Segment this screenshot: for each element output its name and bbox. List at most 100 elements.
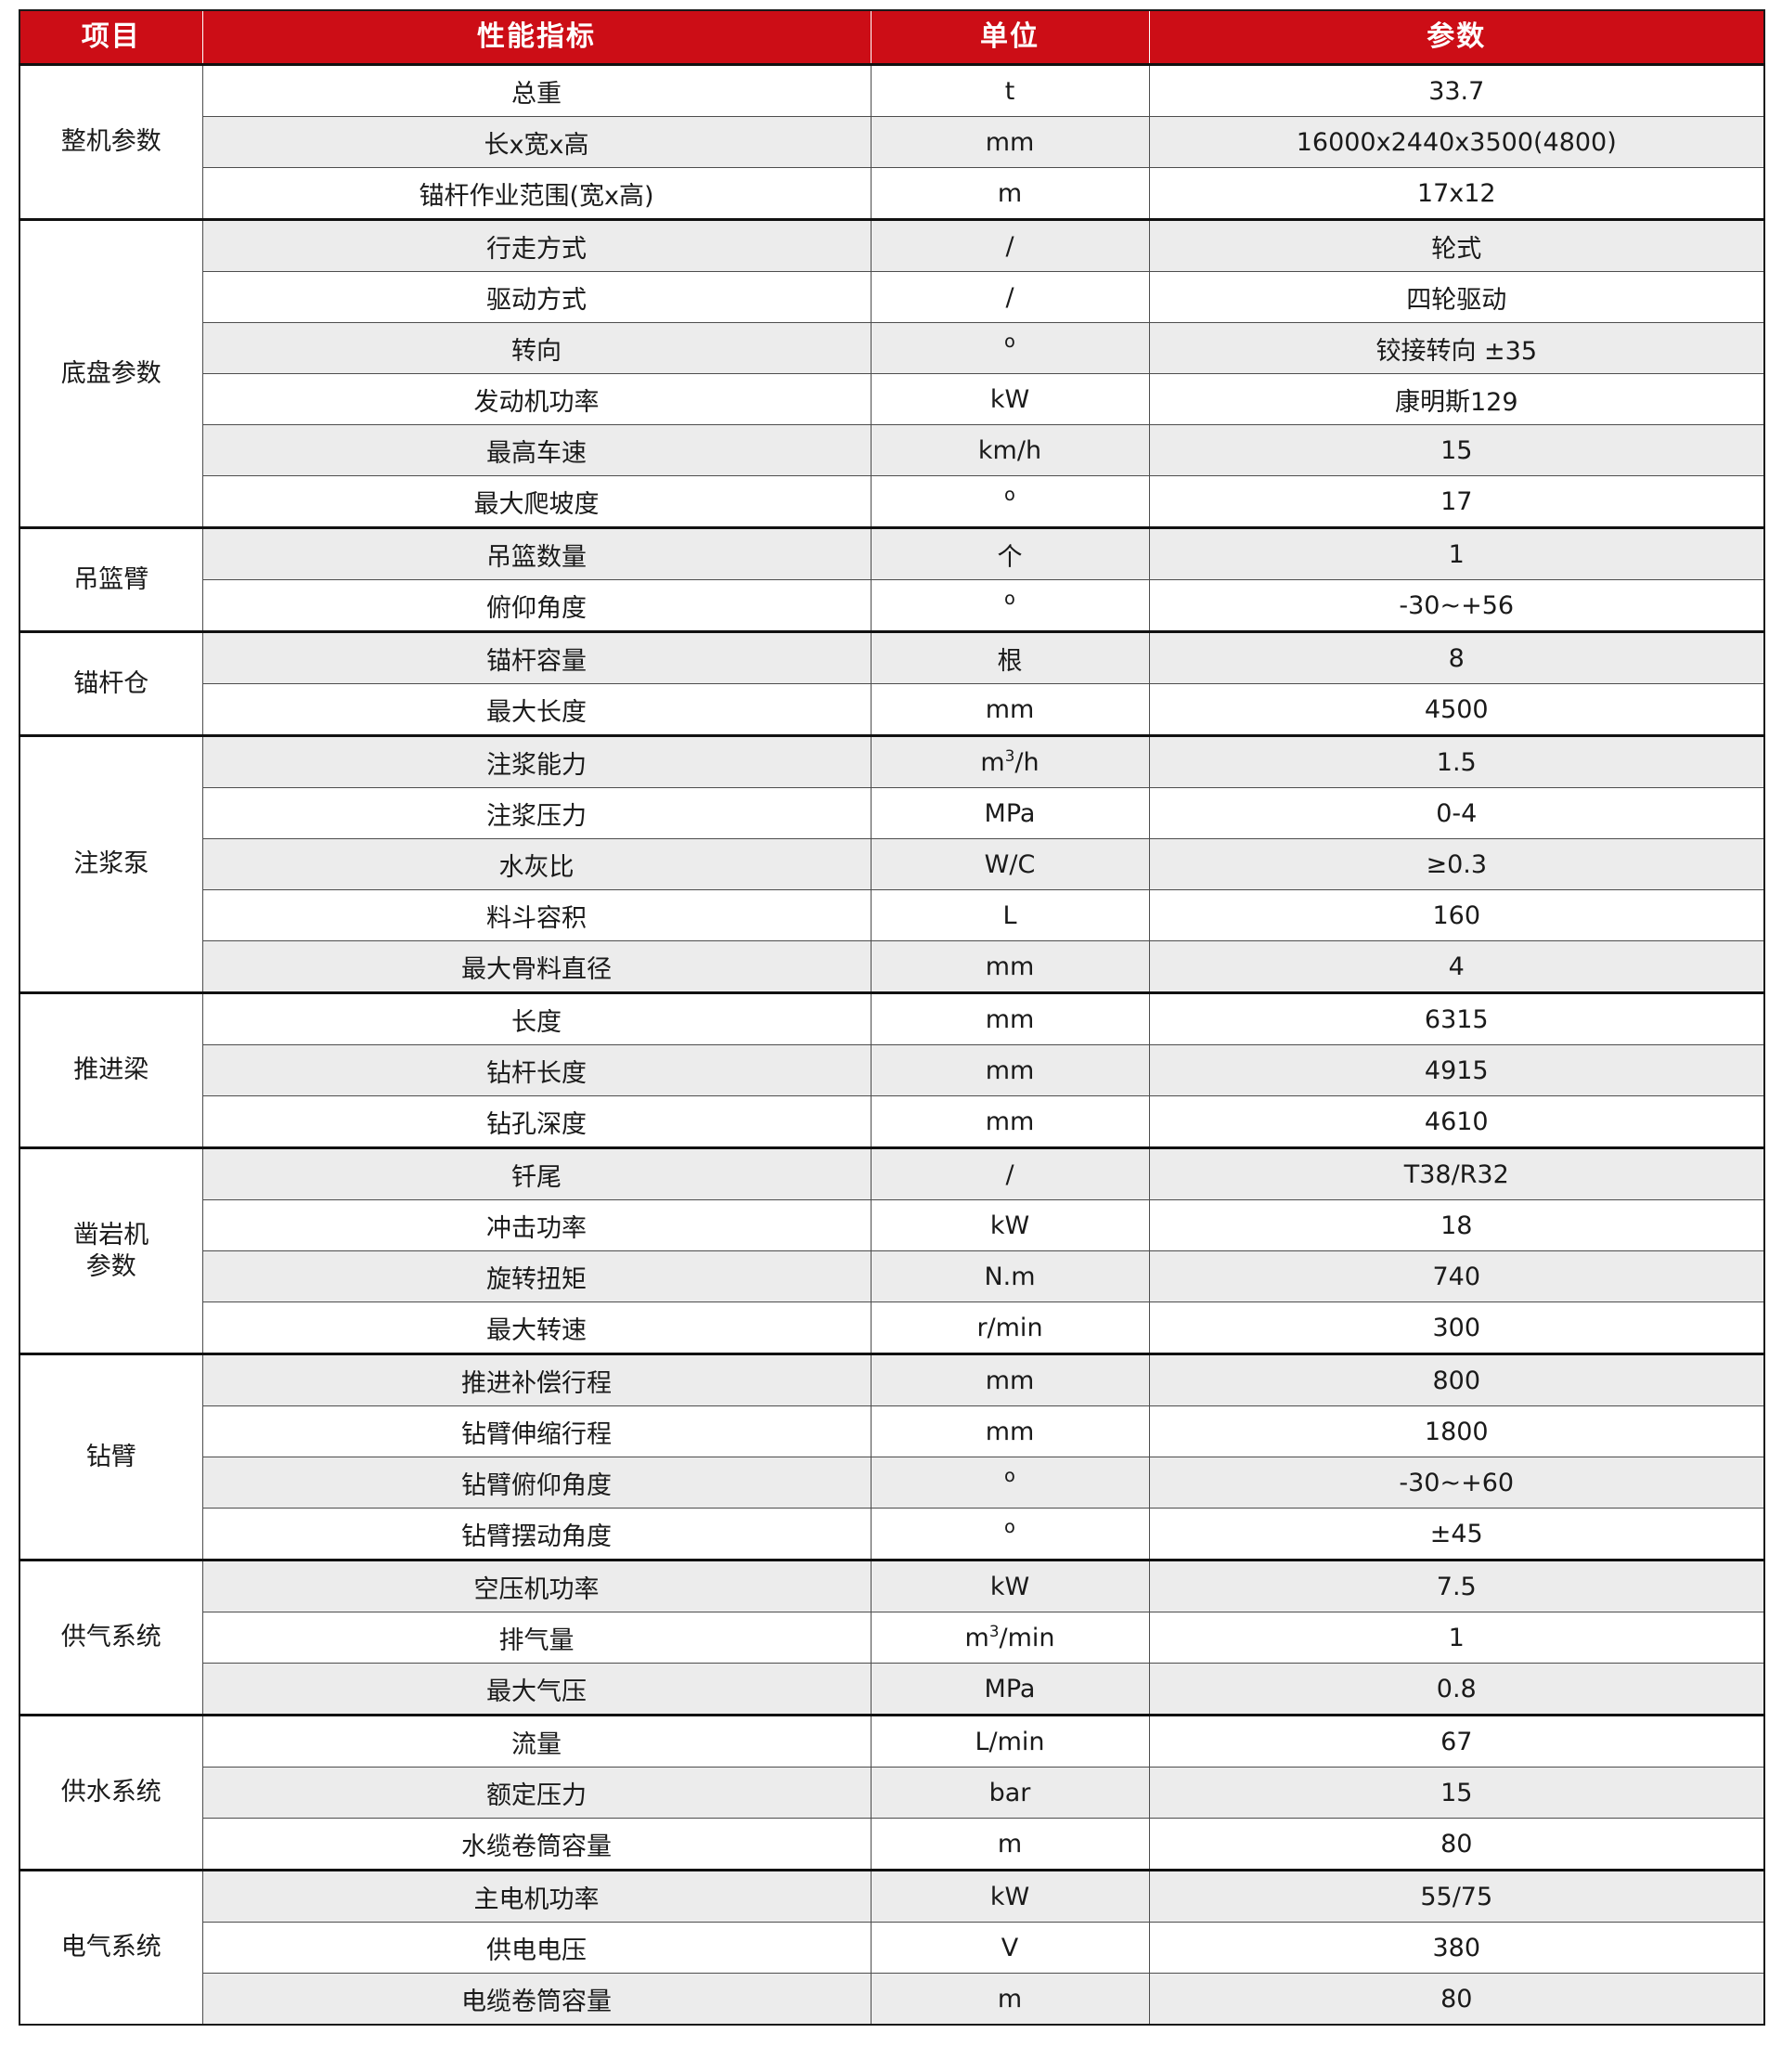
- table-row: 锚杆作业范围(宽x高) m 17x12: [19, 167, 1765, 220]
- table-row: 料斗容积 L 160: [19, 889, 1765, 941]
- value-cell: 1: [1148, 526, 1765, 580]
- value-cell: 55/75: [1148, 1869, 1765, 1923]
- unit-cell: m3/h: [870, 734, 1150, 788]
- group-label-cell: 钻臂: [19, 1353, 203, 1560]
- table-row: 钻臂摆动角度 o ±45: [19, 1508, 1765, 1560]
- item-cell: 最大爬坡度: [201, 475, 872, 528]
- table-row: 水缆卷筒容量 m 80: [19, 1818, 1765, 1871]
- table-row: 底盘参数 行走方式 / 轮式: [19, 218, 1765, 528]
- unit-cell: km/h: [870, 424, 1150, 476]
- value-cell: 67: [1148, 1714, 1765, 1768]
- value-cell: 16000x2440x3500(4800): [1148, 116, 1765, 168]
- value-cell: T38/R32: [1148, 1146, 1765, 1200]
- item-cell: 发动机功率: [201, 373, 872, 425]
- table-row: 长x宽x高 mm 16000x2440x3500(4800): [19, 116, 1765, 168]
- table-row: 最大骨料直径 mm 4: [19, 940, 1765, 993]
- item-cell: 流量: [201, 1714, 872, 1768]
- item-cell: 最高车速: [201, 424, 872, 476]
- table-row: 钻臂伸缩行程 mm 1800: [19, 1405, 1765, 1457]
- item-cell: 排气量: [201, 1612, 872, 1664]
- item-cell: 钻臂伸缩行程: [201, 1405, 872, 1457]
- unit-cell: L: [870, 889, 1150, 941]
- value-cell: 4: [1148, 940, 1765, 993]
- table-row: 注浆压力 MPa 0-4: [19, 787, 1765, 839]
- table-row: 俯仰角度 o -30~+56: [19, 579, 1765, 632]
- unit-cell: 个: [870, 526, 1150, 580]
- unit-cell: 根: [870, 630, 1150, 684]
- item-cell: 吊篮数量: [201, 526, 872, 580]
- group-label-cell: 供水系统: [19, 1714, 203, 1871]
- value-cell: -30~+60: [1148, 1457, 1765, 1509]
- unit-cell: o: [870, 579, 1150, 632]
- table-row: 推进梁 长度 mm 6315: [19, 991, 1765, 1148]
- unit-cell: o: [870, 1457, 1150, 1509]
- table-row: 转向 o 铰接转向 ±35: [19, 322, 1765, 374]
- table-row: 电缆卷筒容量 m 80: [19, 1973, 1765, 2026]
- unit-cell: L/min: [870, 1714, 1150, 1768]
- item-cell: 锚杆作业范围(宽x高): [201, 167, 872, 220]
- item-cell: 电缆卷筒容量: [201, 1973, 872, 2026]
- unit-cell: mm: [870, 1044, 1150, 1096]
- value-cell: 160: [1148, 889, 1765, 941]
- item-cell: 俯仰角度: [201, 579, 872, 632]
- value-cell: 轮式: [1148, 218, 1765, 272]
- header-cell-group: 项目: [19, 10, 203, 66]
- unit-cell: o: [870, 1508, 1150, 1560]
- item-cell: 冲击功率: [201, 1199, 872, 1251]
- table-body: 整机参数 总重 t 33.7 长x宽x高 mm 16000x2440x3500(4800) 锚…: [19, 63, 1765, 2026]
- value-cell: ±45: [1148, 1508, 1765, 1560]
- item-cell: 推进补偿行程: [201, 1353, 872, 1406]
- table-row: 锚杆仓 锚杆容量根 8: [19, 630, 1765, 736]
- unit-cell: m: [870, 1818, 1150, 1871]
- item-cell: 最大转速: [201, 1301, 872, 1354]
- item-cell: 最大气压: [201, 1663, 872, 1716]
- group-label-cell: 锚杆仓: [19, 630, 203, 736]
- table-row: 整机参数 总重 t 33.7: [19, 63, 1765, 220]
- unit-cell: MPa: [870, 787, 1150, 839]
- table-row: 钻臂 推进补偿行程 mm 800: [19, 1353, 1765, 1560]
- value-cell: 7.5: [1148, 1559, 1765, 1612]
- group-label-cell: 底盘参数: [19, 218, 203, 528]
- value-cell: -30~+56: [1148, 579, 1765, 632]
- value-cell: 17: [1148, 475, 1765, 528]
- item-cell: 主电机功率: [201, 1869, 872, 1923]
- table-row: 钻孔深度 mm 4610: [19, 1095, 1765, 1148]
- item-cell: 长x宽x高: [201, 116, 872, 168]
- table-row: 电气系统 主电机功率 kW 55/75: [19, 1869, 1765, 2026]
- table-row: 最高车速 km/h 15: [19, 424, 1765, 476]
- value-cell: 0-4: [1148, 787, 1765, 839]
- item-cell: 钻孔深度: [201, 1095, 872, 1148]
- item-cell: 锚杆容量: [201, 630, 872, 684]
- item-cell: 最大骨料直径: [201, 940, 872, 993]
- group-label-cell: 吊篮臂: [19, 526, 203, 632]
- unit-cell: kW: [870, 1559, 1150, 1612]
- unit-cell: mm: [870, 116, 1150, 168]
- unit-cell: W/C: [870, 838, 1150, 890]
- unit-cell: V: [870, 1922, 1150, 1974]
- item-cell: 料斗容积: [201, 889, 872, 941]
- unit-cell: bar: [870, 1767, 1150, 1819]
- value-cell: 6315: [1148, 991, 1765, 1045]
- unit-cell: mm: [870, 940, 1150, 993]
- unit-cell: mm: [870, 1405, 1150, 1457]
- item-cell: 水缆卷筒容量: [201, 1818, 872, 1871]
- item-cell: 旋转扭矩: [201, 1250, 872, 1302]
- table-row: 最大气压 MPa 0.8: [19, 1663, 1765, 1716]
- table-row: 发动机功率 kW 康明斯129: [19, 373, 1765, 425]
- item-cell: 转向: [201, 322, 872, 374]
- table-row: 冲击功率 kW 18: [19, 1199, 1765, 1251]
- unit-cell: t: [870, 63, 1150, 117]
- group-label-cell: 整机参数: [19, 63, 203, 220]
- table-row: 额定压力 bar 15: [19, 1767, 1765, 1819]
- unit-cell: mm: [870, 1353, 1150, 1406]
- item-cell: 空压机功率: [201, 1559, 872, 1612]
- table-row: 最大爬坡度 o 17: [19, 475, 1765, 528]
- value-cell: 15: [1148, 424, 1765, 476]
- specification-table: 项目 性能指标 单位 参数 整机参数 总重 t 33.7 长x宽x高 mm 16000x24…: [19, 9, 1765, 2026]
- table-row: 凿岩机 参数 钎尾 / T38/R32: [19, 1146, 1765, 1354]
- value-cell: 1: [1148, 1612, 1765, 1664]
- item-cell: 最大长度: [201, 683, 872, 736]
- group-label-cell: 凿岩机 参数: [19, 1146, 203, 1354]
- value-cell: 8: [1148, 630, 1765, 684]
